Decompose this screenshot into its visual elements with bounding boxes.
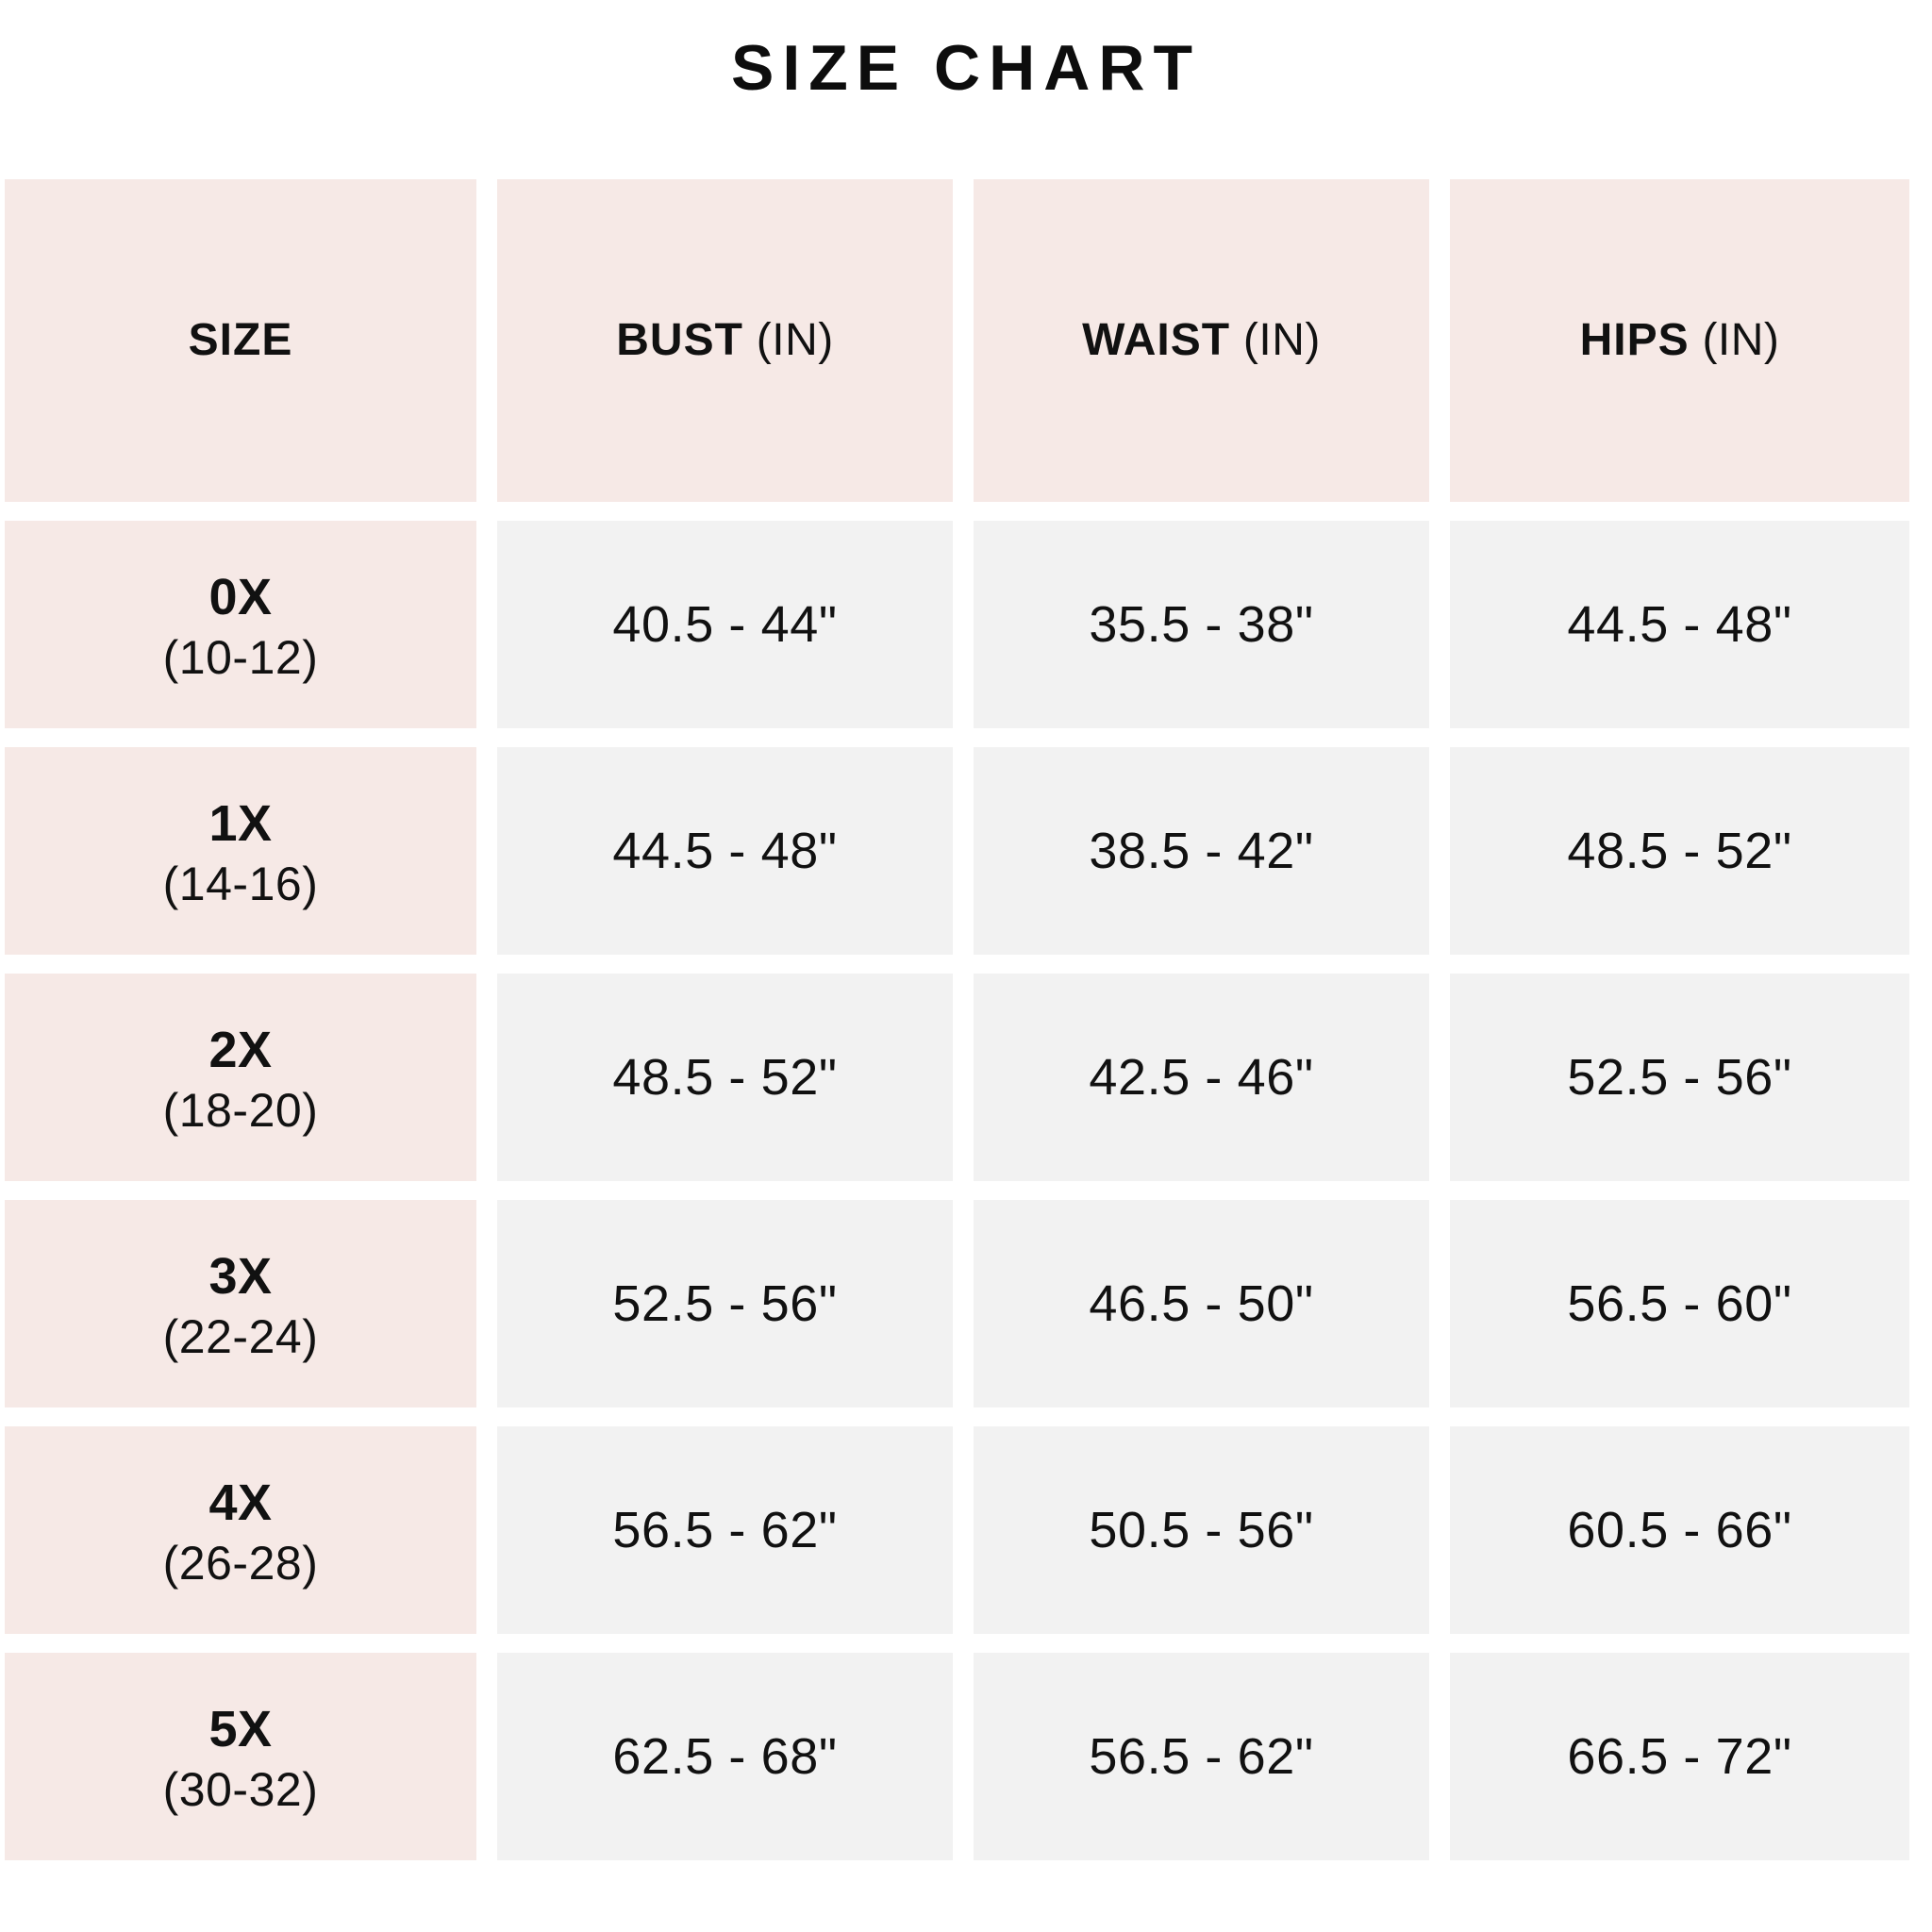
table-row: 3X (22-24): [5, 1200, 476, 1407]
hips-value: 52.5 - 56": [1450, 974, 1909, 1181]
hips-value: 66.5 - 72": [1450, 1653, 1909, 1860]
column-header-waist-unit: (IN): [1230, 315, 1321, 366]
column-header-bust-unit: (IN): [742, 315, 834, 366]
bust-value: 52.5 - 56": [497, 1200, 953, 1407]
size-code: 4X: [208, 1474, 273, 1531]
hips-value: 60.5 - 66": [1450, 1426, 1909, 1634]
table-row: 5X (30-32): [5, 1653, 476, 1860]
size-code: 5X: [208, 1700, 273, 1757]
column-header-size-label: SIZE: [188, 315, 293, 366]
size-code: 2X: [208, 1021, 273, 1078]
size-range: (22-24): [162, 1310, 319, 1364]
column-header-hips: HIPS (IN): [1450, 179, 1909, 502]
page-title: SIZE CHART: [731, 32, 1201, 104]
hips-value: 44.5 - 48": [1450, 521, 1909, 728]
bust-value: 44.5 - 48": [497, 747, 953, 955]
waist-value: 56.5 - 62": [974, 1653, 1429, 1860]
size-code: 0X: [208, 568, 273, 625]
hips-value: 48.5 - 52": [1450, 747, 1909, 955]
waist-value: 35.5 - 38": [974, 521, 1429, 728]
column-header-waist-label: WAIST: [1082, 315, 1231, 366]
size-range: (14-16): [162, 858, 319, 911]
size-code: 1X: [208, 794, 273, 852]
column-header-bust-label: BUST: [616, 315, 743, 366]
size-chart-table: SIZE BUST (IN) WAIST (IN) HIPS (IN) 0X (…: [5, 179, 1927, 1860]
column-header-size: SIZE: [5, 179, 476, 502]
column-header-hips-label: HIPS: [1579, 315, 1690, 366]
waist-value: 42.5 - 46": [974, 974, 1429, 1181]
size-range: (18-20): [162, 1084, 319, 1138]
table-row: 2X (18-20): [5, 974, 476, 1181]
size-code: 3X: [208, 1247, 273, 1305]
bust-value: 56.5 - 62": [497, 1426, 953, 1634]
table-row: 0X (10-12): [5, 521, 476, 728]
column-header-waist: WAIST (IN): [974, 179, 1429, 502]
bust-value: 40.5 - 44": [497, 521, 953, 728]
size-range: (26-28): [162, 1537, 319, 1591]
table-row: 1X (14-16): [5, 747, 476, 955]
hips-value: 56.5 - 60": [1450, 1200, 1909, 1407]
waist-value: 46.5 - 50": [974, 1200, 1429, 1407]
column-header-bust: BUST (IN): [497, 179, 953, 502]
column-header-hips-unit: (IN): [1689, 315, 1780, 366]
size-range: (10-12): [162, 631, 319, 685]
size-range: (30-32): [162, 1763, 319, 1817]
bust-value: 48.5 - 52": [497, 974, 953, 1181]
table-row: 4X (26-28): [5, 1426, 476, 1634]
bust-value: 62.5 - 68": [497, 1653, 953, 1860]
waist-value: 50.5 - 56": [974, 1426, 1429, 1634]
waist-value: 38.5 - 42": [974, 747, 1429, 955]
